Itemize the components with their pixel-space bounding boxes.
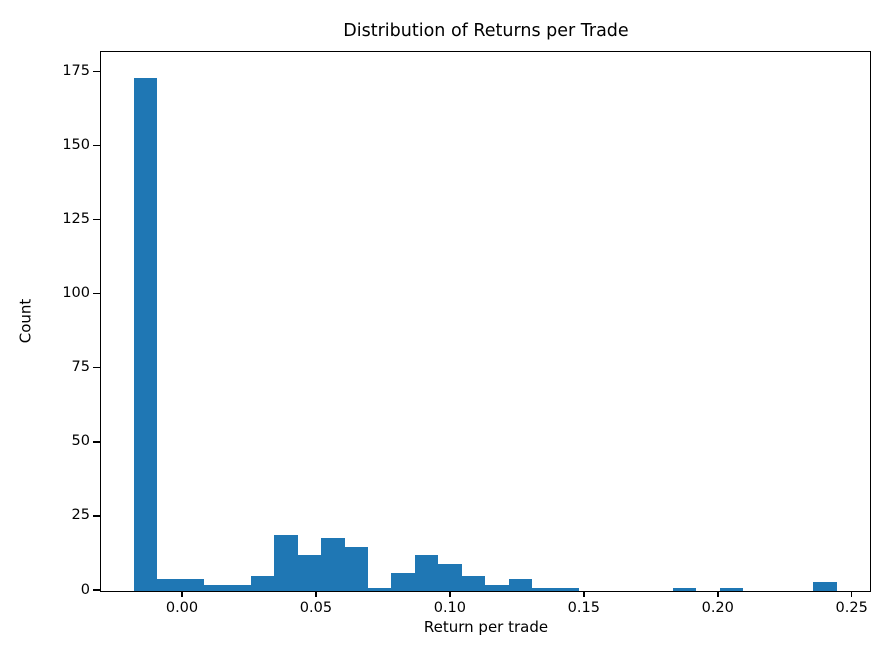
histogram-bar: [203, 585, 228, 591]
y-tick-mark: [93, 441, 100, 443]
histogram-bar: [813, 582, 837, 591]
y-axis-label: Count: [16, 298, 35, 343]
y-tick-label: 175: [62, 62, 90, 79]
y-tick-mark: [93, 292, 100, 295]
histogram-bar: [391, 573, 415, 591]
histogram-bar: [485, 585, 509, 591]
y-tick-label: 0: [80, 581, 90, 598]
histogram-bar: [461, 576, 486, 591]
y-axis-label-wrap: Count: [15, 51, 35, 590]
histogram-bar: [297, 555, 322, 591]
y-tick-mark: [93, 70, 100, 73]
y-tick-label: 100: [62, 285, 90, 302]
histogram-bar: [227, 585, 251, 591]
histogram-bar: [133, 78, 157, 591]
y-tick-label: 125: [62, 211, 90, 228]
y-tick-label: 75: [71, 359, 90, 376]
y-tick-mark: [93, 589, 100, 591]
histogram-bar: [274, 534, 298, 591]
y-tick-label: 150: [62, 136, 90, 153]
x-tick-label: 0.15: [567, 600, 600, 616]
y-tick-mark: [93, 144, 100, 147]
histogram-bar: [156, 579, 181, 591]
histogram-bar: [414, 555, 439, 591]
histogram-bar: [672, 588, 697, 591]
x-tick-label: 0.25: [835, 600, 868, 616]
histogram-bar: [250, 576, 275, 591]
x-tick-mark: [717, 591, 719, 597]
y-tick-mark: [93, 366, 100, 369]
x-axis-label: Return per trade: [423, 618, 549, 636]
y-tick-mark: [93, 218, 100, 221]
x-tick-mark: [850, 591, 853, 597]
histogram-bar: [344, 546, 368, 591]
x-tick-mark: [449, 591, 451, 597]
x-tick-label: 0.20: [701, 600, 734, 616]
plot-area: [100, 51, 871, 592]
histogram-bar: [367, 588, 392, 591]
chart-title: Distribution of Returns per Trade: [343, 21, 629, 41]
histogram-bar: [321, 537, 345, 591]
x-tick-label: 0.05: [299, 600, 333, 616]
x-tick-mark: [181, 591, 183, 597]
x-tick-label: 0.00: [165, 600, 199, 616]
histogram-bar: [180, 579, 204, 591]
y-tick-label: 25: [71, 507, 90, 524]
histogram-bar: [532, 588, 556, 591]
y-tick-mark: [93, 515, 100, 517]
histogram-bar: [719, 588, 743, 591]
histogram-bar: [555, 588, 579, 591]
histogram-bar: [438, 564, 462, 591]
x-tick-mark: [315, 591, 317, 597]
y-tick-label: 50: [71, 433, 90, 450]
histogram-bar: [508, 579, 533, 591]
x-tick-label: 0.10: [433, 600, 467, 616]
x-tick-mark: [583, 591, 585, 597]
